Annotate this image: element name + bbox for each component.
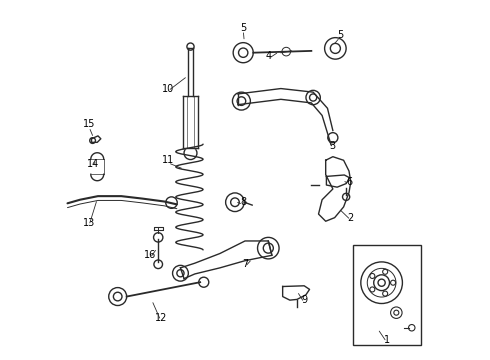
Text: 12: 12 (154, 313, 167, 323)
Text: 13: 13 (83, 218, 95, 228)
Text: 9: 9 (301, 295, 307, 305)
Text: 6: 6 (346, 177, 352, 187)
Text: 7: 7 (242, 259, 248, 269)
Bar (353, 244, 421, 345)
Text: 15: 15 (83, 120, 95, 129)
Text: 2: 2 (348, 213, 354, 222)
Text: 5: 5 (240, 23, 246, 33)
Text: 5: 5 (337, 30, 343, 40)
Text: 10: 10 (162, 84, 174, 94)
Text: 16: 16 (144, 250, 156, 260)
Text: 4: 4 (265, 51, 271, 61)
Text: 1: 1 (384, 334, 390, 345)
Text: 8: 8 (240, 197, 246, 207)
Text: 3: 3 (330, 141, 336, 151)
Text: 11: 11 (162, 155, 174, 165)
Text: 14: 14 (86, 159, 98, 169)
